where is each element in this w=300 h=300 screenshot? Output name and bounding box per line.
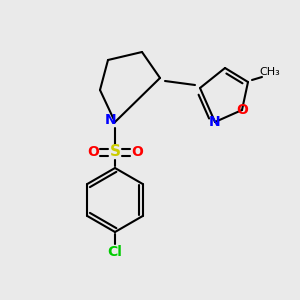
Text: CH₃: CH₃ <box>260 67 280 77</box>
Text: N: N <box>105 113 117 127</box>
Text: O: O <box>236 103 248 117</box>
Text: N: N <box>209 115 221 129</box>
Text: O: O <box>131 145 143 159</box>
Text: S: S <box>110 145 121 160</box>
Text: Cl: Cl <box>108 245 122 259</box>
Text: O: O <box>87 145 99 159</box>
